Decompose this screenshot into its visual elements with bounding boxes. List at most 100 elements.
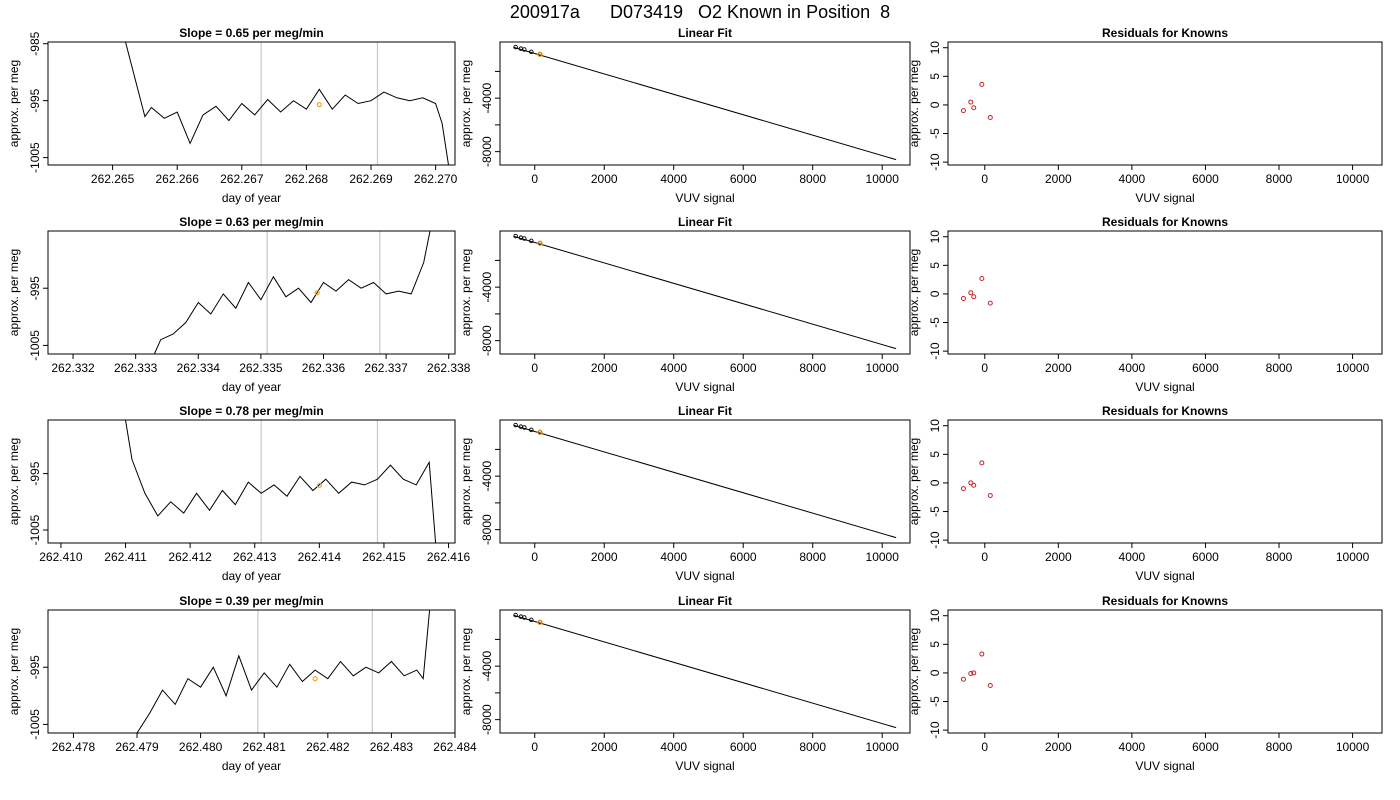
y-tick-label: -4000 [480,650,494,681]
y-axis-label: approx. per meg [907,628,921,715]
plot-area [513,233,897,350]
x-tick-label: 0 [981,172,988,186]
time-series-line [125,420,437,543]
panel-0-1: Linear Fit 0 2000 4000 6000 8000 10000 -8000 -40… [459,26,911,205]
x-tick-label: 262.266 [156,172,200,186]
plot-frame [499,41,911,166]
known-point [513,233,518,239]
x-tick-label: 4000 [660,172,687,186]
y-axis-label: approx. per meg [907,249,921,336]
x-tick-label: 262.483 [370,740,414,754]
fit-line [513,424,897,539]
y-axis-label: approx. per meg [7,438,21,525]
residual-point [968,290,974,296]
y-tick-label: -4000 [480,271,494,302]
orange-point [537,429,543,436]
x-tick-label: 262.333 [114,361,158,375]
x-tick-label: 6000 [1192,361,1219,375]
y-tick-label: 10 [928,419,942,433]
x-tick-label: 6000 [730,550,757,564]
x-axis-label: VUV signal [1135,191,1194,205]
plot-frame [947,230,1383,355]
plot-frame [499,230,911,355]
orange-point [537,51,543,58]
known-point [529,238,534,244]
x-tick-label: 262.416 [427,550,471,564]
y-axis-label: approx. per meg [459,249,473,336]
panel-title: Slope = 0.63 per meg/min [179,215,323,229]
highlight-point [316,102,322,108]
x-tick-label: 4000 [660,550,687,564]
panel-3-0: Slope = 0.39 per meg/min 262.478 262.479 26… [7,594,477,773]
x-axis-label: VUV signal [1135,569,1194,583]
y-tick-label: 0 [928,479,942,486]
panel-title: Linear Fit [678,215,732,229]
panel-2-1: Linear Fit 0 2000 4000 6000 8000 10000 -8000 -40… [459,404,911,583]
x-tick-label: 2000 [591,172,618,186]
orange-point [537,240,543,247]
y-tick-label: 0 [928,669,942,676]
y-tick-label: -10 [928,342,942,360]
plot-area [513,44,897,161]
panel-title: Residuals for Knowns [1102,26,1228,40]
residual-point [971,294,977,300]
known-point [522,47,527,52]
residual-point [968,99,974,105]
y-tick-label: -995 [28,655,42,679]
x-tick-label: 6000 [730,740,757,754]
y-tick-label: -8000 [480,325,494,356]
plot-frame [499,609,911,734]
y-tick-label: 10 [928,609,942,623]
y-axis-label: approx. per meg [7,628,21,715]
y-tick-label: 0 [928,290,942,297]
y-axis-label: approx. per meg [459,60,473,147]
y-tick-label: -5 [928,506,942,517]
panel-title: Linear Fit [678,26,732,40]
x-tick-label: 262.413 [233,550,277,564]
x-tick-label: 2000 [591,550,618,564]
x-tick-label: 0 [531,361,538,375]
x-tick-label: 4000 [1119,361,1146,375]
y-tick-label: -5 [928,317,942,328]
residual-point [987,300,993,306]
panel-title: Linear Fit [678,594,732,608]
known-point [522,425,527,430]
plot-frame [947,609,1383,734]
x-tick-label: 2000 [1045,740,1072,754]
known-point [522,236,527,241]
panels-grid: Slope = 0.65 per meg/min 262.265 262.266 26… [7,26,1383,773]
time-series-line [153,231,431,354]
x-tick-label: 262.270 [414,172,458,186]
fit-line [513,46,897,161]
known-point [529,617,534,623]
panel-title: Slope = 0.78 per meg/min [179,404,323,418]
x-tick-label: 262.336 [302,361,346,375]
y-tick-label: -5 [928,128,942,139]
y-tick-label: -10 [928,153,942,171]
x-tick-label: 262.484 [433,740,477,754]
y-tick-label: -995 [28,461,42,485]
panel-0-0: Slope = 0.65 per meg/min 262.265 262.266 26… [7,26,458,205]
plot-frame [47,230,456,355]
panel-3-1: Linear Fit 0 2000 4000 6000 8000 10000 -8000 -40… [459,594,911,773]
y-tick-label: -1005 [28,142,42,173]
x-tick-label: 4000 [660,740,687,754]
x-axis-label: day of year [222,191,281,205]
x-tick-label: 262.338 [427,361,471,375]
panel-1-1: Linear Fit 0 2000 4000 6000 8000 10000 -8000 -40… [459,215,911,394]
y-tick-label: -995 [28,276,42,300]
x-axis-label: day of year [222,380,281,394]
x-tick-label: 262.412 [168,550,212,564]
fit-line [513,614,897,729]
panel-title: Slope = 0.65 per meg/min [179,26,323,40]
plot-frame [947,41,1383,166]
x-tick-label: 10000 [866,550,900,564]
residual-point [971,105,977,111]
y-axis-label: approx. per meg [7,249,21,336]
x-tick-label: 8000 [799,361,826,375]
plot-frame [47,419,456,544]
x-tick-label: 10000 [1336,550,1370,564]
